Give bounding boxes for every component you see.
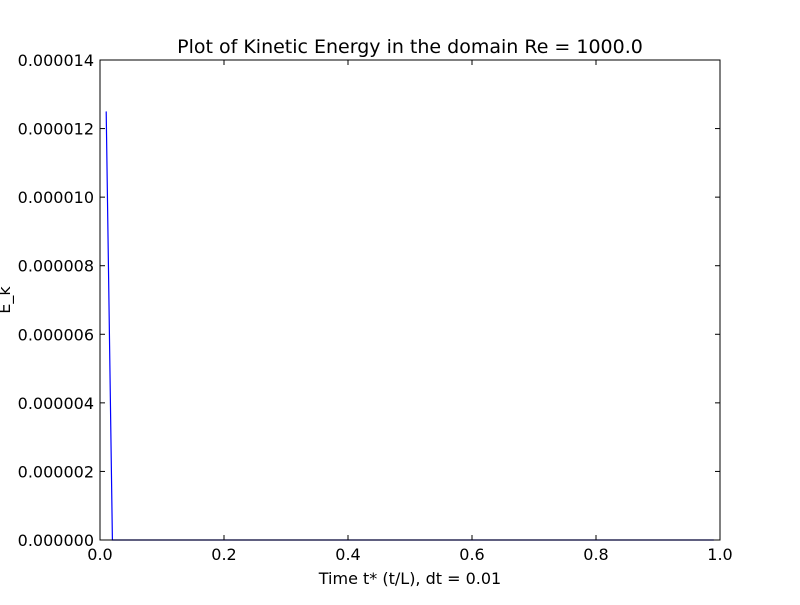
plot-area: 0.0 0.2 0.4 0.6 0.8 1.0 0.000000 0.000002 0.0000… [18, 51, 733, 564]
y-tick-label: 0.000010 [18, 188, 94, 207]
y-tick-label: 0.000012 [18, 120, 94, 139]
y-tick-label: 0.000014 [18, 51, 94, 70]
y-tick-label: 0.000000 [18, 531, 94, 550]
y-tick-label: 0.000008 [18, 257, 94, 276]
y-tick-label: 0.000002 [18, 462, 94, 481]
x-axis-title: Time t* (t/L), dt = 0.01 [318, 569, 501, 588]
y-tick-label: 0.000004 [18, 394, 94, 413]
x-tick-label: 0.4 [335, 545, 360, 564]
x-tick-label: 1.0 [707, 545, 732, 564]
x-tick-label: 0.8 [583, 545, 608, 564]
x-tick-label: 0.0 [87, 545, 112, 564]
x-tick-label: 0.2 [211, 545, 236, 564]
plot-frame [99, 59, 721, 541]
y-tick-label: 0.000006 [18, 325, 94, 344]
x-tick-label: 0.6 [459, 545, 484, 564]
y-axis-title: E_k [0, 286, 15, 314]
chart-title: Plot of Kinetic Energy in the domain Re … [177, 36, 643, 58]
